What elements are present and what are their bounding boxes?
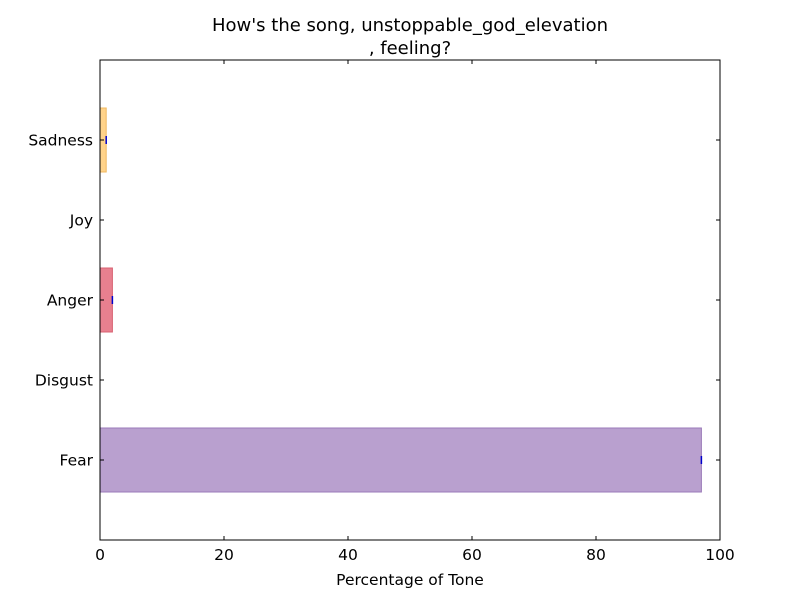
y-tick-label-disgust: Disgust	[35, 372, 93, 390]
x-ticks: 0 20 40 60 80 100	[95, 60, 735, 564]
x-tick-label-40: 40	[338, 546, 358, 564]
bar-fear	[99, 427, 702, 493]
bars-layer	[99, 107, 703, 493]
plot-frame	[99, 59, 721, 541]
y-tick-label-sadness: Sadness	[28, 132, 93, 150]
x-tick-label-60: 60	[462, 546, 482, 564]
chart-title-line-2: , feeling?	[369, 38, 451, 59]
y-tick-label-joy: Joy	[69, 212, 93, 230]
y-tick-label-fear: Fear	[60, 452, 94, 470]
x-tick-label-0: 0	[95, 546, 105, 564]
chart-title-line-1: How's the song, unstoppable_god_elevatio…	[212, 15, 608, 36]
x-tick-label-100: 100	[705, 546, 735, 564]
x-axis-label: Percentage of Tone	[336, 571, 484, 589]
x-tick-label-20: 20	[214, 546, 234, 564]
y-ticks: Sadness Joy Anger Disgust Fear	[28, 132, 720, 470]
x-tick-label-80: 80	[586, 546, 606, 564]
y-tick-label-anger: Anger	[47, 292, 94, 310]
